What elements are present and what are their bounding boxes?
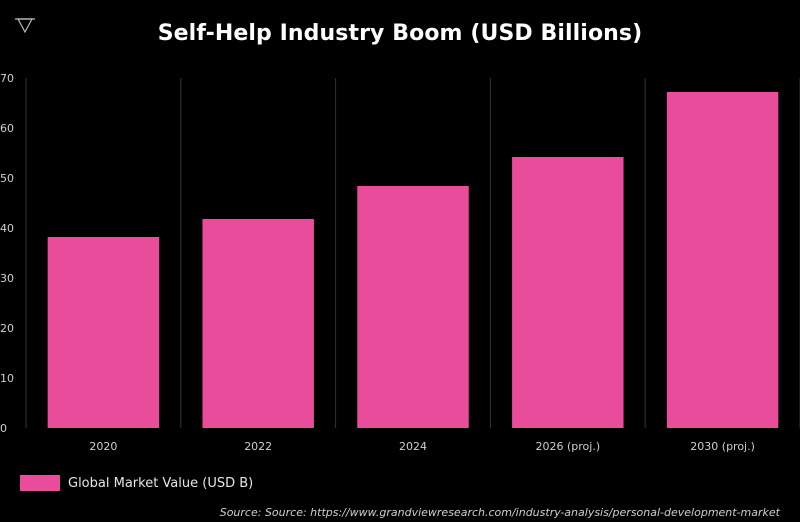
- bar: [512, 157, 624, 428]
- y-tick-label: 60: [0, 122, 14, 135]
- triangle-logo-icon: [15, 18, 35, 34]
- bar: [357, 186, 469, 428]
- y-tick-label: 40: [0, 222, 14, 235]
- y-tick-label: 0: [0, 422, 7, 435]
- source-note: Source: Source: https://www.grandviewres…: [219, 506, 780, 519]
- y-tick-label: 20: [0, 322, 14, 335]
- x-tick-label: 2020: [89, 440, 117, 453]
- y-tick-label: 30: [0, 272, 14, 285]
- legend-swatch: [20, 475, 60, 491]
- x-tick-label: 2026 (proj.): [535, 440, 600, 453]
- legend: Global Market Value (USD B): [20, 475, 253, 491]
- bar: [47, 237, 160, 428]
- y-tick-label: 50: [0, 172, 14, 185]
- bar: [202, 219, 314, 428]
- y-tick-label: 10: [0, 372, 14, 385]
- bar-chart: 0 10 20 30 40 50 60 70 2020 2022 2024 2026 (proj.) 2…: [0, 72, 800, 453]
- x-tick-label: 2024: [399, 440, 427, 453]
- legend-label: Global Market Value (USD B): [68, 475, 254, 491]
- x-tick-label: 2030 (proj.): [690, 440, 755, 453]
- chart-title: Self-Help Industry Boom (USD Billions): [157, 21, 643, 46]
- bar: [666, 92, 779, 428]
- x-tick-label: 2022: [244, 440, 272, 453]
- y-tick-label: 70: [0, 72, 14, 85]
